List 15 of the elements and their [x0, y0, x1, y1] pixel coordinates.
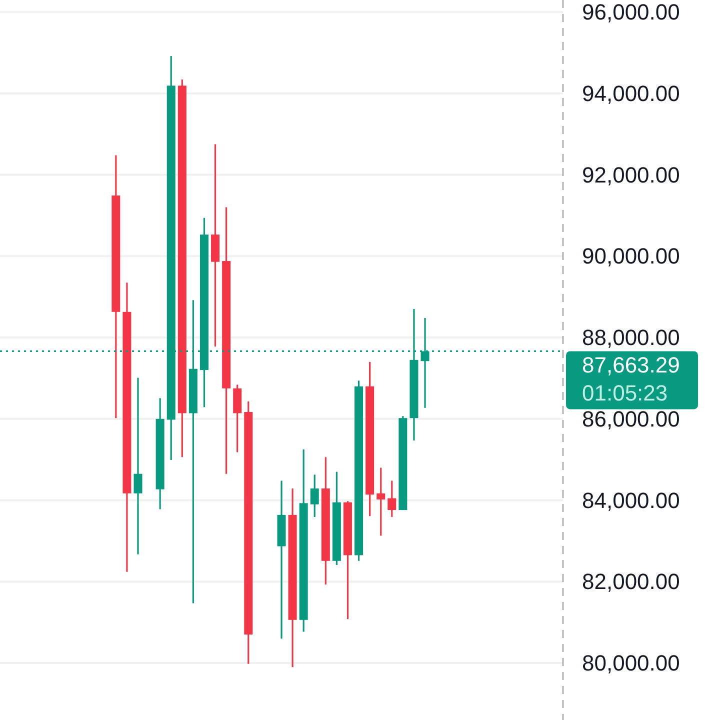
- candlestick: [388, 480, 396, 518]
- candlestick: [376, 466, 386, 536]
- y-tick-label: 82,000.00: [582, 569, 680, 594]
- y-tick-label: 84,000.00: [582, 488, 680, 513]
- y-tick-label: 92,000.00: [582, 162, 680, 188]
- y-tick-label: 80,000.00: [582, 650, 680, 676]
- candlestick: [134, 377, 142, 556]
- y-tick-label: 90,000.00: [582, 244, 680, 269]
- y-tick-label: 94,000.00: [582, 80, 680, 106]
- y-tick-label: 86,000.00: [582, 406, 680, 432]
- ref-line-label: 87,663.29: [582, 352, 680, 378]
- y-tick-label: 88,000.00: [582, 325, 680, 350]
- text: 01:05:23: [582, 380, 668, 406]
- y-tick-label: 96,000.00: [582, 0, 680, 24]
- candlestick: [310, 474, 319, 518]
